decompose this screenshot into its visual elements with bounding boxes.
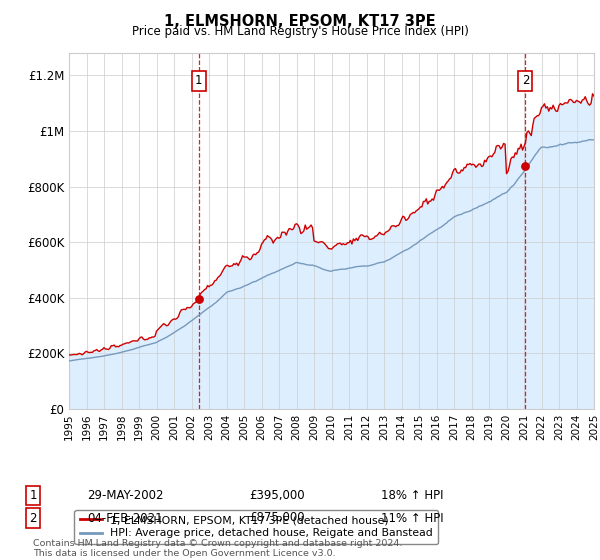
Text: 1: 1 [195, 74, 203, 87]
Text: £395,000: £395,000 [249, 489, 305, 502]
Text: 2: 2 [521, 74, 529, 87]
Text: 29-MAY-2002: 29-MAY-2002 [87, 489, 163, 502]
Legend: 1, ELMSHORN, EPSOM, KT17 3PE (detached house), HPI: Average price, detached hous: 1, ELMSHORN, EPSOM, KT17 3PE (detached h… [74, 510, 439, 544]
Text: 1: 1 [29, 489, 37, 502]
Text: 11% ↑ HPI: 11% ↑ HPI [381, 511, 443, 525]
Text: 18% ↑ HPI: 18% ↑ HPI [381, 489, 443, 502]
Point [521, 161, 530, 170]
Text: 2: 2 [29, 511, 37, 525]
Text: 04-FEB-2021: 04-FEB-2021 [87, 511, 163, 525]
Text: £875,000: £875,000 [249, 511, 305, 525]
Point [194, 295, 203, 304]
Text: Price paid vs. HM Land Registry's House Price Index (HPI): Price paid vs. HM Land Registry's House … [131, 25, 469, 38]
Text: Contains HM Land Registry data © Crown copyright and database right 2024.
This d: Contains HM Land Registry data © Crown c… [33, 539, 403, 558]
Text: 1, ELMSHORN, EPSOM, KT17 3PE: 1, ELMSHORN, EPSOM, KT17 3PE [164, 14, 436, 29]
